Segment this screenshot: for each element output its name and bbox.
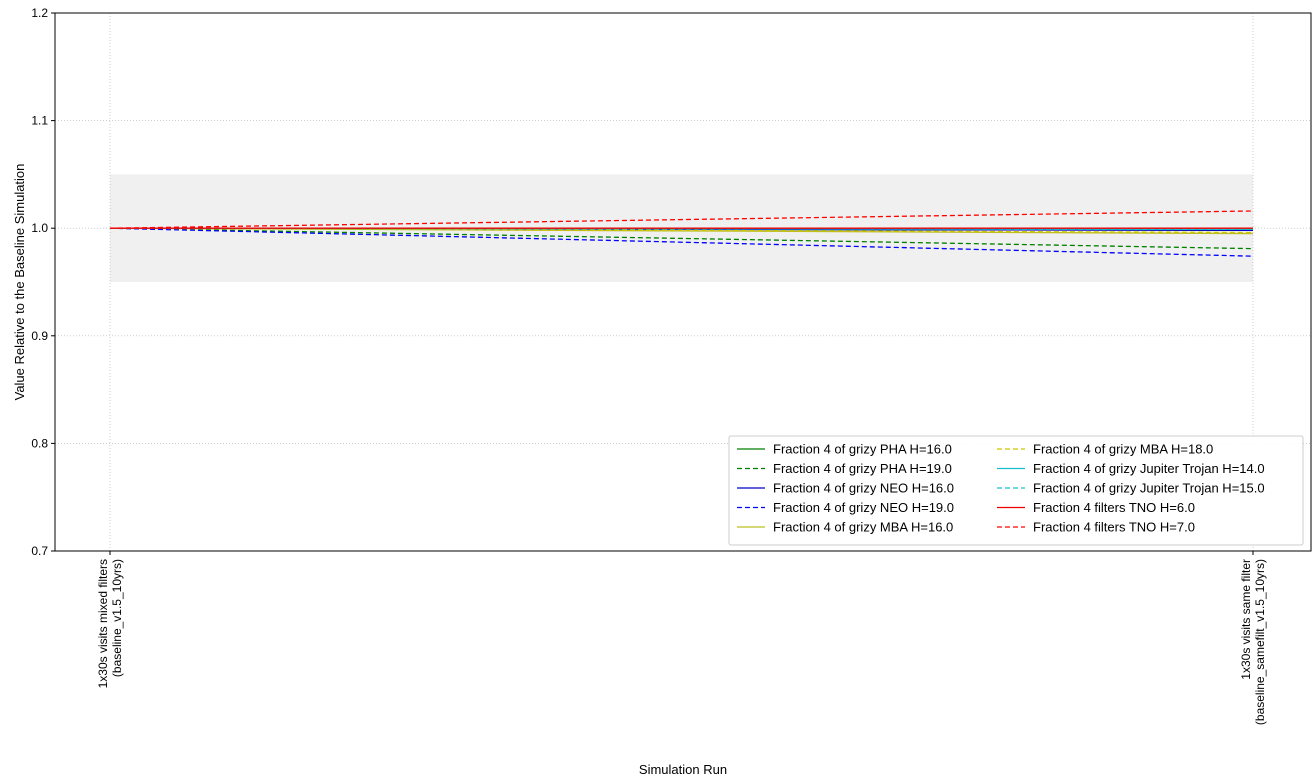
series-line-9 bbox=[109, 210, 1254, 229]
series-line-1 bbox=[109, 227, 1254, 250]
legend: Fraction 4 of grizy PHA H=16.0 Fraction 4… bbox=[728, 435, 1304, 546]
y-tick-label: 0.7 bbox=[31, 544, 48, 558]
legend-label: Fraction 4 of grizy Jupiter Trojan H=15.… bbox=[1033, 481, 1265, 496]
plot-frame bbox=[54, 12, 1312, 552]
legend-label: Fraction 4 of grizy MBA H=16.0 bbox=[773, 520, 953, 535]
series-line-3 bbox=[109, 227, 1254, 257]
legend-label: Fraction 4 of grizy Jupiter Trojan H=14.… bbox=[1033, 461, 1265, 476]
x-axis-label: Simulation Run bbox=[639, 762, 727, 777]
y-tick-label: 0.9 bbox=[31, 329, 48, 343]
x-axis-ticks: 1x30s visits mixed filters(baseline_v1.5… bbox=[96, 551, 1267, 725]
x-tick-label-line: 1x30s visits same filter bbox=[1239, 559, 1253, 680]
legend-label: Fraction 4 filters TNO H=6.0 bbox=[1033, 500, 1195, 515]
legend-box bbox=[728, 435, 1304, 546]
x-tick-label: 1x30s visits mixed filters(baseline_v1.5… bbox=[96, 559, 124, 688]
legend-label: Fraction 4 of grizy PHA H=16.0 bbox=[773, 442, 952, 457]
x-tick-label: 1x30s visits same filter(baseline_samefi… bbox=[1239, 559, 1267, 725]
legend-label: Fraction 4 of grizy NEO H=19.0 bbox=[773, 500, 954, 515]
y-axis-label: Value Relative to the Baseline Simulatio… bbox=[12, 164, 27, 401]
x-tick-label-line: (baseline_samefilt_v1.5_10yrs) bbox=[1253, 559, 1267, 725]
x-tick-label-line: 1x30s visits mixed filters bbox=[96, 559, 110, 688]
y-tick-label: 0.8 bbox=[31, 436, 48, 450]
x-tick-label-line: (baseline_v1.5_10yrs) bbox=[110, 559, 124, 677]
y-tick-label: 1.2 bbox=[31, 6, 48, 20]
legend-label: Fraction 4 of grizy PHA H=19.0 bbox=[773, 461, 952, 476]
legend-label: Fraction 4 filters TNO H=7.0 bbox=[1033, 520, 1195, 535]
legend-label: Fraction 4 of grizy MBA H=18.0 bbox=[1033, 442, 1213, 457]
y-axis-ticks: 0.7 0.8 0.9 1.0 1.1 1.2 bbox=[31, 6, 55, 558]
y-tick-label: 1.0 bbox=[31, 221, 48, 235]
series-lines bbox=[109, 210, 1254, 257]
series-line-5 bbox=[109, 227, 1254, 234]
legend-label: Fraction 4 of grizy NEO H=16.0 bbox=[773, 481, 954, 496]
y-tick-label: 1.1 bbox=[31, 114, 48, 128]
